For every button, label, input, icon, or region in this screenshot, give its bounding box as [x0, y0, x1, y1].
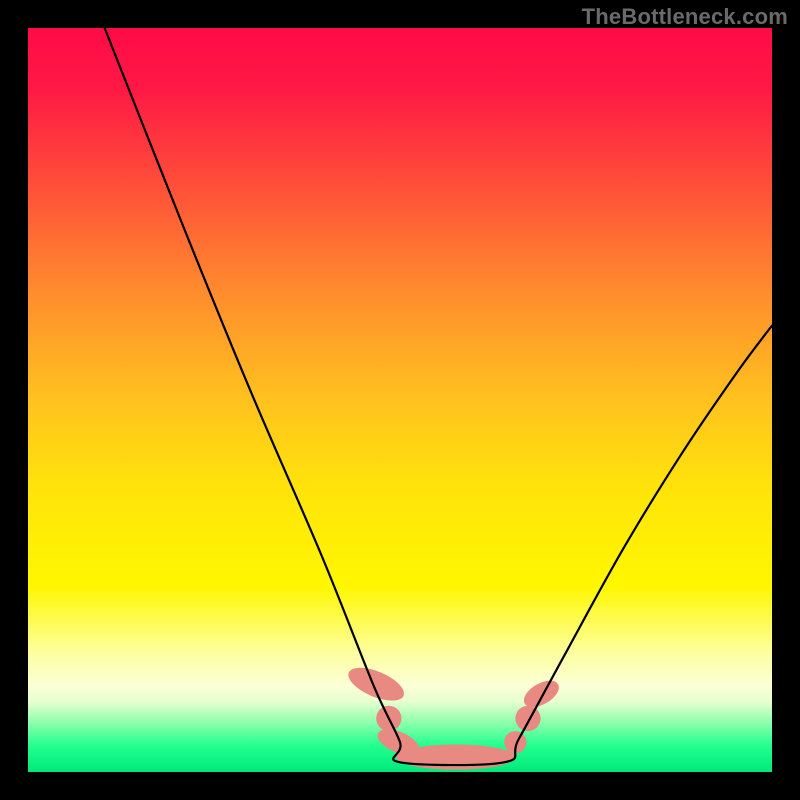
gradient-panel	[28, 28, 772, 772]
chart-svg	[0, 0, 800, 800]
zone-marker	[515, 706, 540, 731]
watermark-text: TheBottleneck.com	[582, 4, 788, 30]
chart-stage: TheBottleneck.com	[0, 0, 800, 800]
